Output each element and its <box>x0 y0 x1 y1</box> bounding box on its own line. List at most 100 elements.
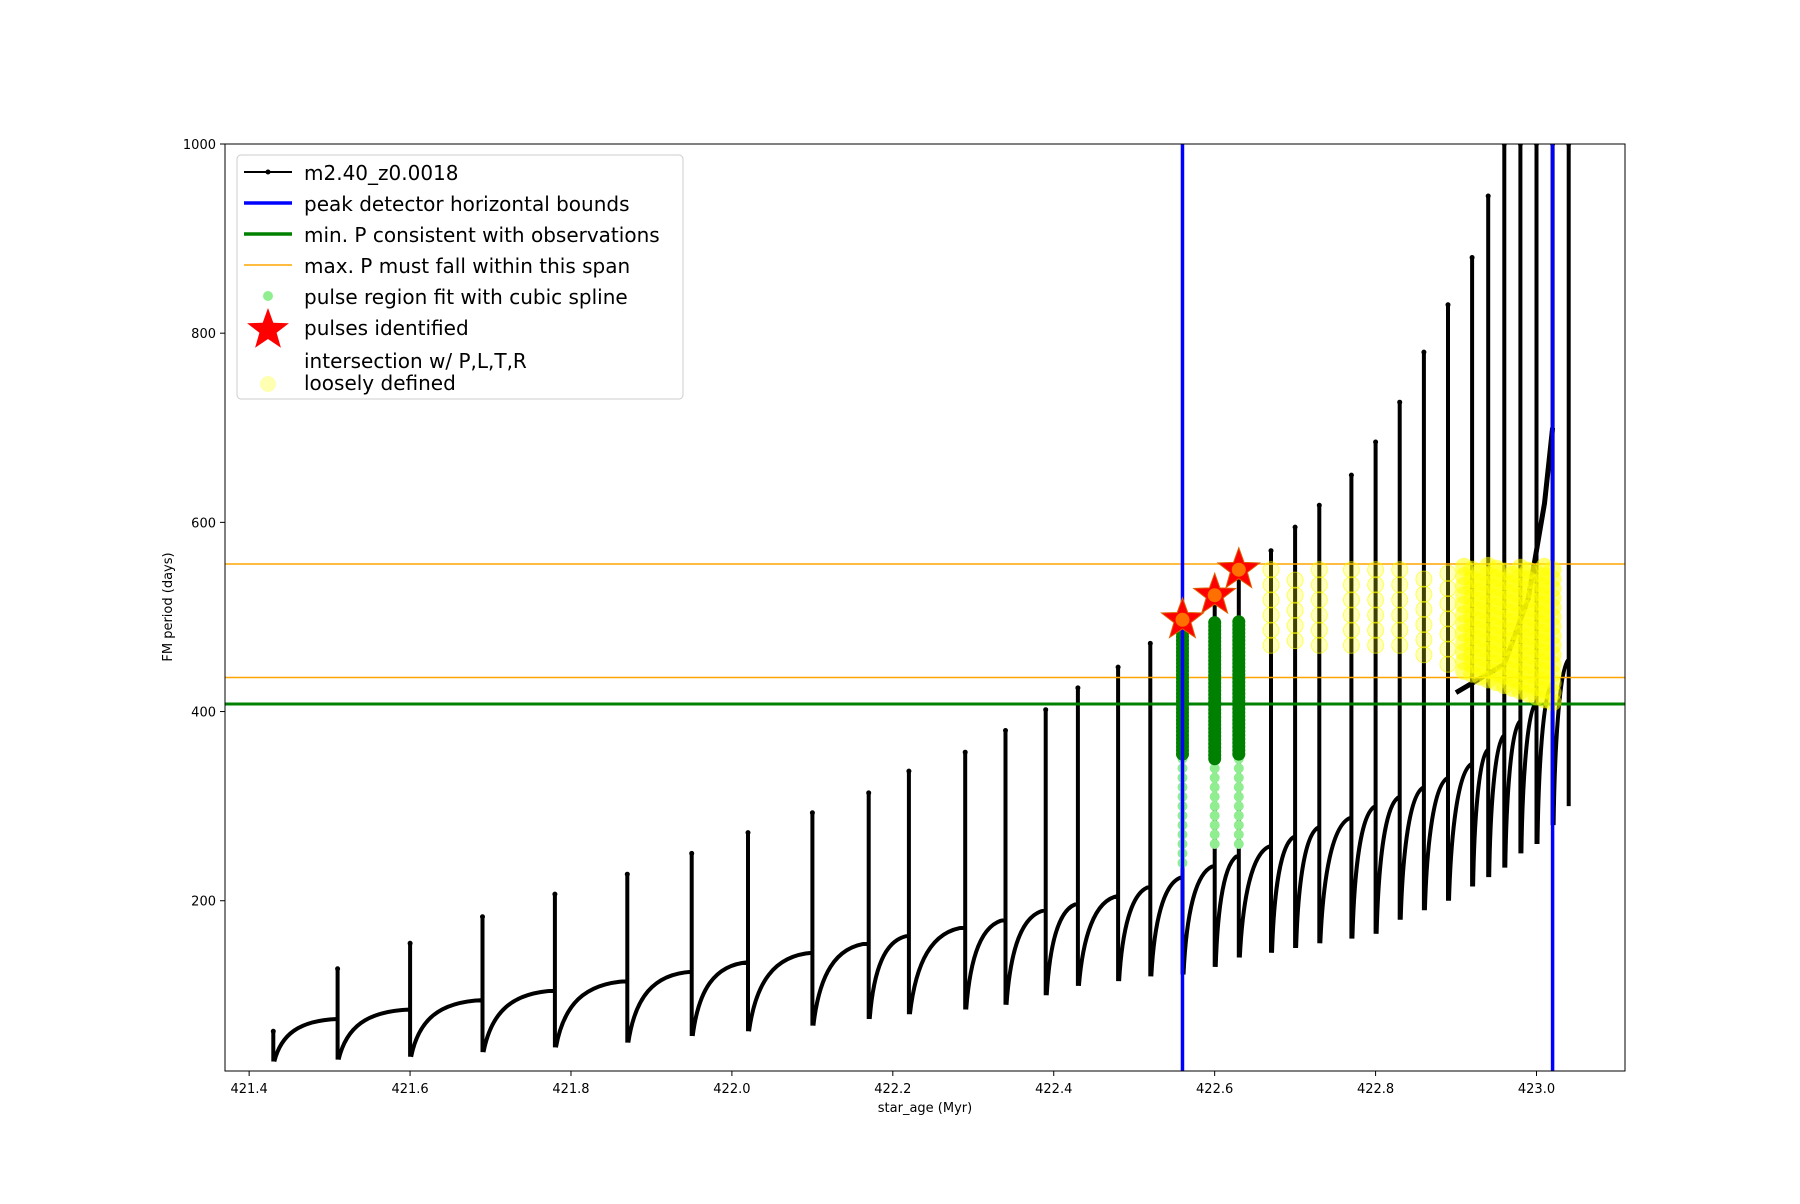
intersection-point <box>1415 600 1433 618</box>
intersection-point <box>1391 636 1409 654</box>
intersection-point <box>1439 640 1457 658</box>
spline-column-1 <box>1208 616 1222 849</box>
model-pulse-peak-13 <box>1043 707 1049 713</box>
model-pulse-peak-25 <box>1397 399 1403 405</box>
x-tick-label: 422.4 <box>1035 1082 1072 1097</box>
x-tick-label: 422.6 <box>1196 1082 1233 1097</box>
model-pulse-peak-1 <box>335 966 341 972</box>
intersection-point <box>1262 576 1280 594</box>
model-pulse-peak-15 <box>1115 664 1121 670</box>
model-pulse-peak-0 <box>270 1028 276 1034</box>
x-tick-label: 422.0 <box>713 1082 750 1097</box>
x-tick-label: 421.4 <box>231 1082 268 1097</box>
intersection-point <box>1439 610 1457 628</box>
intersection-point <box>1286 617 1304 634</box>
spline-point-light <box>1233 839 1244 849</box>
legend-label: min. P consistent with observations <box>304 223 660 247</box>
pulse-star-core-2 <box>1231 562 1246 577</box>
spline-point-dark <box>1208 616 1222 630</box>
model-pulse-peak-16 <box>1147 640 1153 646</box>
legend-entry-4: pulse region fit with cubic spline <box>263 285 628 309</box>
spline-point-light <box>1209 763 1220 774</box>
y-tick-label: 1000 <box>183 138 216 153</box>
x-tick-label: 422.8 <box>1357 1082 1394 1097</box>
spline-point-dark <box>1232 615 1246 629</box>
intersection-point <box>1310 576 1328 594</box>
legend-label: pulse region fit with cubic spline <box>304 285 628 309</box>
intersection-point <box>1342 606 1360 624</box>
intersection-point <box>1342 576 1360 594</box>
intersection-cluster-0 <box>1262 561 1280 654</box>
x-tick-label: 421.6 <box>391 1082 428 1097</box>
intersection-point <box>1310 561 1328 579</box>
intersection-point <box>1367 591 1385 609</box>
intersection-point <box>1262 591 1280 609</box>
legend-marker <box>260 376 276 392</box>
intersection-point <box>1286 586 1304 604</box>
intersection-cluster-1 <box>1286 571 1304 650</box>
x-tick-label: 423.0 <box>1518 1082 1555 1097</box>
spline-point-light <box>1233 829 1244 840</box>
intersection-point <box>1367 606 1385 624</box>
intersection-point <box>1439 655 1457 673</box>
pulse-star-core-0 <box>1175 612 1190 627</box>
legend-marker <box>247 308 289 348</box>
intersection-point <box>1415 646 1433 664</box>
spline-point-light <box>1209 772 1220 783</box>
intersection-point <box>1342 636 1360 654</box>
legend-marker-dot <box>265 169 271 175</box>
intersection-cluster-4 <box>1367 561 1385 654</box>
spline-point-light <box>1233 791 1244 802</box>
y-tick-label: 400 <box>191 706 216 721</box>
model-pulse-peak-23 <box>1348 472 1354 478</box>
spline-point-light <box>1209 839 1220 849</box>
x-tick-label: 422.2 <box>874 1082 911 1097</box>
y-tick-label: 200 <box>191 895 216 910</box>
model-pulse-peak-28 <box>1469 255 1475 260</box>
spline-point-light <box>1209 810 1220 821</box>
spline-point-light <box>1209 782 1220 793</box>
intersection-cluster-3 <box>1342 561 1360 654</box>
spline-point-light <box>1233 763 1244 774</box>
legend-entry-3: max. P must fall within this span <box>244 254 630 278</box>
intersection-point <box>1310 636 1328 654</box>
intersection-point <box>1391 576 1409 594</box>
plot-frame <box>224 143 1626 1072</box>
model-pulse-peak-26 <box>1421 349 1427 355</box>
model-pulse-peak-11 <box>962 749 968 755</box>
y-axis: 200 400 600 800 1000 <box>183 138 225 910</box>
legend-label: intersection w/ P,L,T,R <box>304 349 527 373</box>
model-pulse-peak-20 <box>1268 548 1274 554</box>
model-pulse-peak-29 <box>1485 193 1491 199</box>
legend-entry-1: peak detector horizontal bounds <box>244 192 630 216</box>
model-pulse-peak-21 <box>1292 524 1298 530</box>
intersection-cluster-7 <box>1439 564 1457 673</box>
model-pulse-peak-14 <box>1075 685 1081 691</box>
model-pulse-peak-27 <box>1445 302 1451 308</box>
intersection-point <box>1310 621 1328 639</box>
intersection-point <box>1342 621 1360 639</box>
intersection-point <box>1439 580 1457 598</box>
intersection-point <box>1262 561 1280 579</box>
intersection-point <box>1286 632 1304 650</box>
model-pulse-peak-34 <box>1566 144 1572 147</box>
legend-marker <box>263 291 273 301</box>
intersection-point <box>1342 591 1360 609</box>
model-pulse-peak-32 <box>1534 144 1539 147</box>
intersection-point <box>1415 631 1433 649</box>
intersection-cluster-5 <box>1391 561 1409 654</box>
intersection-point <box>1439 595 1457 613</box>
legend-entry-2: min. P consistent with observations <box>244 223 660 247</box>
y-tick-label: 600 <box>191 516 216 531</box>
model-pulse-peak-9 <box>866 790 872 796</box>
legend-label: max. P must fall within this span <box>304 254 630 278</box>
intersection-point <box>1415 585 1433 603</box>
model-pulse-peak-5 <box>624 871 630 877</box>
legend-entry-0: m2.40_z0.0018 <box>244 161 459 185</box>
spline-point-light <box>1209 801 1220 812</box>
model-pulse-peak-12 <box>1003 728 1008 733</box>
spline-point-light <box>1233 782 1244 793</box>
model-pulse-peak-24 <box>1373 439 1379 445</box>
model-pulse-peak-22 <box>1316 502 1322 508</box>
